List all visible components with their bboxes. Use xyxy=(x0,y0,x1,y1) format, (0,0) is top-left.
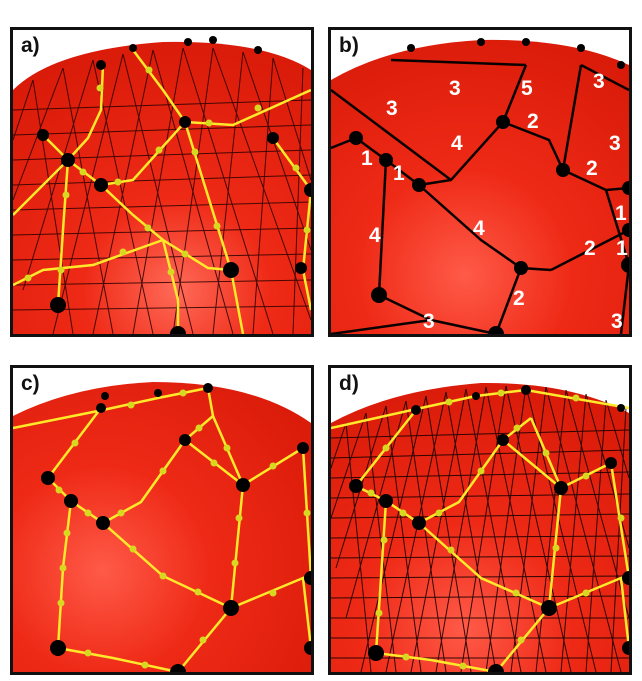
panel-c-graphic xyxy=(13,382,311,672)
panel-b: 3 3 5 3 2 3 4 1 1 2 4 1 2 1 4 2 3 3 b) xyxy=(328,27,632,337)
edge-count: 1 xyxy=(393,162,405,185)
edge-count: 3 xyxy=(423,310,435,333)
surface xyxy=(13,41,311,334)
edge-count: 2 xyxy=(584,237,596,260)
surface xyxy=(331,382,629,672)
panel-c: c) xyxy=(10,365,314,675)
fine-mesh xyxy=(13,47,311,334)
edge-count: 2 xyxy=(513,287,525,310)
corner-nodes xyxy=(349,38,629,334)
corner-nodes xyxy=(37,36,311,334)
patch-edges xyxy=(331,58,629,334)
edge-count: 1 xyxy=(361,147,373,170)
edge-count: 4 xyxy=(369,224,381,247)
panel-d: d) xyxy=(328,365,632,675)
panel-d-label: d) xyxy=(339,372,359,395)
edge-count: 5 xyxy=(521,77,533,100)
panel-a-label: a) xyxy=(21,34,40,57)
edge-count: 3 xyxy=(609,132,621,155)
edge-count: 2 xyxy=(527,110,539,133)
corner-nodes xyxy=(349,385,629,672)
panel-a-graphic xyxy=(13,36,311,334)
corner-nodes xyxy=(41,383,311,672)
edge-count: 3 xyxy=(593,70,605,93)
panel-d-graphic xyxy=(331,382,629,672)
edge-count: 3 xyxy=(386,97,398,120)
edge-count: 1 xyxy=(616,237,628,260)
panel-a: a) xyxy=(10,27,314,337)
edge-count: 4 xyxy=(451,132,463,155)
edge-count: 3 xyxy=(611,310,623,333)
panel-b-graphic: 3 3 5 3 2 3 4 1 1 2 4 1 2 1 4 2 3 3 xyxy=(331,38,629,334)
edge-nodes xyxy=(55,389,311,669)
edge-count: 3 xyxy=(449,77,461,100)
edge-count: 1 xyxy=(615,202,627,225)
edge-count-labels: 3 3 5 3 2 3 4 1 1 2 4 1 2 1 4 2 3 3 xyxy=(361,70,628,333)
edge-count: 2 xyxy=(586,157,598,180)
panel-c-label: c) xyxy=(21,372,40,395)
edge-nodes xyxy=(24,66,311,282)
fine-mesh xyxy=(331,385,629,672)
panel-b-label: b) xyxy=(339,34,359,57)
surface xyxy=(13,382,311,672)
surface xyxy=(331,39,629,334)
edge-nodes xyxy=(367,389,625,670)
edge-count: 4 xyxy=(473,217,485,240)
